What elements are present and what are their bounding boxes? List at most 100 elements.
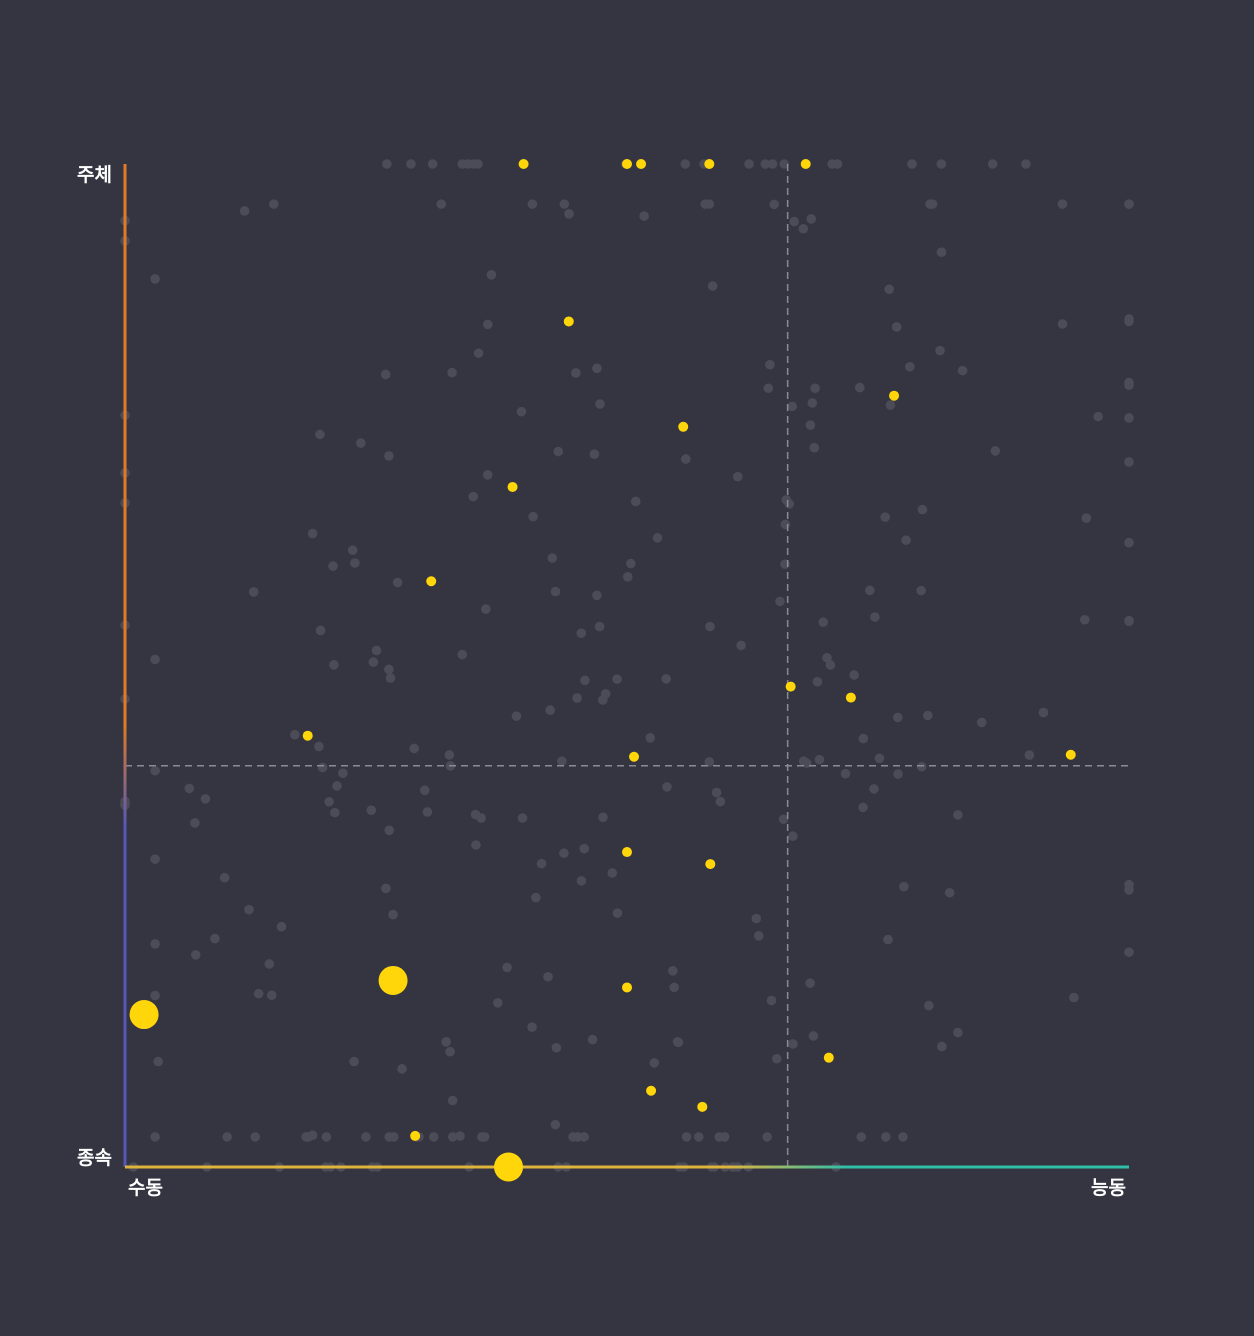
highlight-point: [697, 1101, 708, 1112]
highlight-point: [302, 730, 313, 741]
background-point: [317, 762, 328, 773]
background-point: [428, 1132, 439, 1142]
background-point: [473, 348, 484, 359]
background-point: [380, 369, 391, 380]
background-point: [315, 625, 326, 636]
background-point: [330, 807, 340, 818]
background-point: [564, 209, 574, 219]
background-point: [598, 812, 608, 823]
background-point: [825, 660, 836, 670]
background-point: [854, 382, 865, 393]
y-axis-min-label: 종속: [77, 1147, 112, 1169]
background-point: [473, 159, 483, 169]
background-point: [1124, 413, 1134, 423]
background-point: [150, 274, 160, 284]
background-point: [457, 159, 468, 169]
highlight-point: [622, 159, 632, 169]
background-point: [612, 674, 622, 684]
background-point: [200, 794, 211, 804]
background-point: [1021, 159, 1031, 169]
background-point: [250, 1132, 261, 1142]
background-point: [576, 876, 587, 886]
background-point: [190, 950, 201, 960]
background-point: [543, 971, 553, 982]
background-point: [222, 1132, 232, 1142]
background-point: [769, 199, 779, 210]
background-point: [447, 367, 457, 378]
background-point: [639, 211, 649, 221]
background-point: [990, 446, 1001, 456]
background-point: [332, 781, 342, 791]
background-point: [481, 604, 491, 614]
background-point: [652, 533, 663, 543]
highlight-point-large: [378, 965, 408, 995]
background-point: [856, 1132, 867, 1142]
background-point: [714, 1132, 725, 1142]
background-point: [592, 363, 602, 374]
background-point: [303, 1132, 314, 1142]
background-point: [891, 322, 902, 332]
background-point: [874, 753, 885, 764]
background-point: [775, 596, 785, 607]
background-point: [445, 1046, 455, 1057]
background-point: [778, 814, 789, 825]
highlight-point: [636, 159, 647, 169]
background-point: [536, 858, 547, 869]
background-point: [672, 1037, 683, 1047]
background-point: [1124, 380, 1134, 391]
background-point: [468, 491, 479, 502]
background-point: [1093, 411, 1103, 422]
background-point: [276, 921, 287, 932]
highlight-point: [785, 681, 796, 692]
highlight-point: [563, 316, 574, 327]
background-point: [767, 159, 778, 169]
background-point: [482, 470, 493, 480]
background-point: [858, 733, 869, 744]
background-point: [527, 1022, 537, 1032]
background-point: [559, 199, 570, 209]
background-point: [1124, 316, 1134, 327]
background-point: [744, 159, 754, 169]
background-point: [901, 535, 911, 546]
background-point: [905, 361, 915, 372]
background-point: [290, 729, 300, 740]
highlight-point: [426, 576, 437, 587]
background-point: [356, 438, 366, 448]
background-point: [184, 783, 195, 794]
background-point: [953, 810, 963, 820]
background-point: [870, 612, 880, 622]
background-point: [1124, 947, 1134, 957]
background-point: [808, 1031, 819, 1041]
background-point: [350, 558, 360, 568]
background-point: [935, 345, 945, 356]
background-point: [936, 159, 947, 169]
background-point: [366, 805, 377, 816]
background-point: [1124, 199, 1134, 209]
background-point: [622, 572, 633, 582]
background-point: [937, 1041, 947, 1052]
background-point: [805, 978, 815, 988]
background-point: [427, 159, 438, 169]
background-point: [1124, 457, 1134, 467]
background-point: [384, 664, 394, 675]
background-point: [511, 711, 522, 721]
background-point: [832, 159, 843, 169]
background-point: [787, 401, 798, 412]
background-point: [700, 199, 711, 209]
background-point: [865, 585, 875, 596]
background-point: [840, 768, 851, 779]
background-point: [753, 931, 764, 941]
background-point: [479, 1132, 490, 1142]
background-point: [626, 558, 636, 569]
background-point: [1069, 992, 1079, 1003]
background-point: [486, 270, 497, 280]
background-point: [661, 674, 671, 684]
background-point: [321, 1132, 332, 1142]
background-point: [595, 399, 605, 409]
background-point: [392, 577, 403, 588]
highlight-point: [823, 1052, 834, 1063]
background-point: [976, 717, 987, 728]
background-point: [1024, 750, 1035, 760]
background-point: [680, 454, 691, 464]
background-point: [476, 813, 486, 823]
